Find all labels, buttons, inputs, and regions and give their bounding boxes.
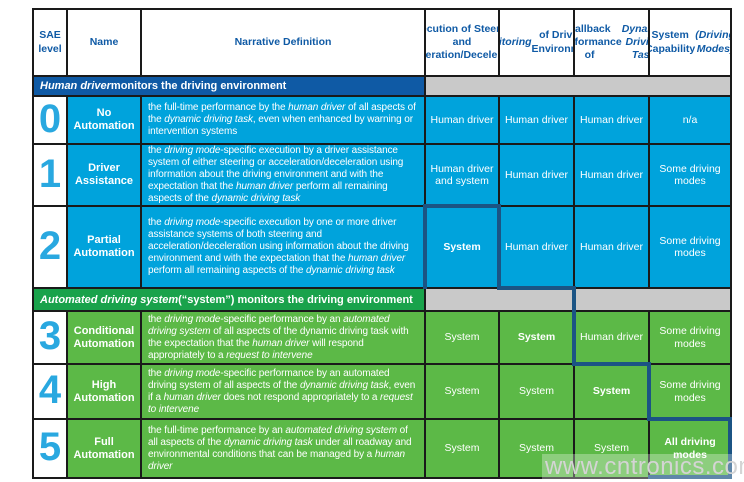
narrative-5-text: the full-time performance by an automate… — [148, 424, 412, 472]
narrative-2-text: the driving mode-specific execution by o… — [148, 217, 409, 276]
col-header-execution: Execution of Steering and Acceleration/D… — [426, 10, 500, 77]
section-header-filler-2 — [426, 289, 732, 312]
narrative-3: the driving mode-specific performance by… — [142, 312, 426, 365]
cell-0-fallback: Human driver — [575, 97, 650, 145]
level-number-5: 5 — [34, 420, 68, 479]
narrative-4: the driving mode-specific performance by… — [142, 365, 426, 420]
narrative-3-text: the driving mode-specific performance by… — [148, 313, 409, 361]
level-number-3: 3 — [34, 312, 68, 365]
cell-1-fallback: Human driver — [575, 145, 650, 207]
cell-2-capability: Some driving modes — [650, 207, 732, 289]
cell-1-capability: Some driving modes — [650, 145, 732, 207]
level-number-4: 4 — [34, 365, 68, 420]
section-header-system-monitors: Automated driving system (“system”) moni… — [34, 289, 426, 312]
col-header-sae-level: SAE level — [34, 10, 68, 77]
narrative-1: the driving mode-specific execution by a… — [142, 145, 426, 207]
cell-1-monitoring: Human driver — [500, 145, 575, 207]
cell-1-execution: Human driver and system — [426, 145, 500, 207]
cell-4-capability: Some driving modes — [650, 365, 732, 420]
col-header-monitoring: Monitoring of Driving Environment — [500, 10, 575, 77]
col-header-name: Name — [68, 10, 142, 77]
cell-2-fallback: Human driver — [575, 207, 650, 289]
narrative-0-text: the full-time performance by the human d… — [148, 102, 416, 137]
cell-0-monitoring: Human driver — [500, 97, 575, 145]
narrative-2: the driving mode-specific execution by o… — [142, 207, 426, 289]
level-name-5: Full Automation — [68, 420, 142, 479]
narrative-1-text: the driving mode-specific execution by a… — [148, 145, 404, 204]
cell-3-monitoring: System — [500, 312, 575, 365]
cell-4-execution: System — [426, 365, 500, 420]
cell-2-monitoring: Human driver — [500, 207, 575, 289]
col-header-fallback: Fallback Performance of Dynamic Driving … — [575, 10, 650, 77]
level-name-4: High Automation — [68, 365, 142, 420]
cell-2-execution: System — [426, 207, 500, 289]
level-number-0: 0 — [34, 97, 68, 145]
cell-5-execution: System — [426, 420, 500, 479]
cell-4-monitoring: System — [500, 365, 575, 420]
narrative-5: the full-time performance by an automate… — [142, 420, 426, 479]
level-name-3: Conditional Automation — [68, 312, 142, 365]
watermark: www.cntronics.com — [542, 454, 744, 480]
table-grid: SAE level Name Narrative Definition Exec… — [32, 8, 732, 479]
cell-0-capability: n/a — [650, 97, 732, 145]
narrative-4-text: the driving mode-specific performance by… — [148, 367, 416, 415]
level-name-0: No Automation — [68, 97, 142, 145]
sae-automation-levels-table: SAE level Name Narrative Definition Exec… — [32, 8, 744, 480]
cell-3-execution: System — [426, 312, 500, 365]
cell-0-execution: Human driver — [426, 97, 500, 145]
section-header-filler — [426, 77, 732, 97]
cell-3-fallback: Human driver — [575, 312, 650, 365]
level-number-1: 1 — [34, 145, 68, 207]
cell-4-fallback: System — [575, 365, 650, 420]
level-name-1: Driver Assistance — [68, 145, 142, 207]
level-number-2: 2 — [34, 207, 68, 289]
section-header-human-driver-monitors: Human driver monitors the driving enviro… — [34, 77, 426, 97]
narrative-0: the full-time performance by the human d… — [142, 97, 426, 145]
level-name-2: Partial Automation — [68, 207, 142, 289]
cell-3-capability: Some driving modes — [650, 312, 732, 365]
col-header-narrative-definition: Narrative Definition — [142, 10, 426, 77]
col-header-system-capability: System Capability (Driving Modes) — [650, 10, 732, 77]
